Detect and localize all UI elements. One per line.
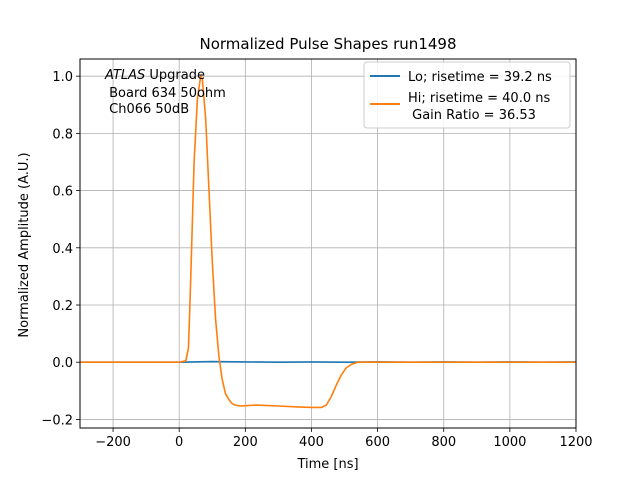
- y-tick-label: 0.4: [52, 242, 73, 257]
- y-tick-label: 0.8: [52, 127, 73, 142]
- legend-label-lo: Lo; risetime = 39.2 ns: [408, 70, 552, 85]
- annotation: ATLAS Upgrade Board 634 50ohm Ch066 50dB: [104, 68, 226, 117]
- x-tick-label: 1000: [493, 435, 526, 450]
- y-tick-label: 0.0: [52, 356, 73, 371]
- annotation-line3: Ch066 50dB: [105, 102, 189, 117]
- y-tick-label: 0.2: [52, 299, 73, 314]
- x-axis-ticks: −200 0 200 400 600 800 1000 1200: [95, 428, 593, 450]
- chart-title: Normalized Pulse Shapes run1498: [199, 35, 456, 53]
- x-tick-label: 200: [233, 435, 258, 450]
- legend-label-hi-gain: Gain Ratio = 36.53: [408, 108, 536, 123]
- legend-label-hi: Hi; risetime = 40.0 ns: [408, 91, 550, 106]
- y-tick-label: 0.6: [52, 185, 73, 200]
- legend: Lo; risetime = 39.2 ns Hi; risetime = 40…: [363, 61, 571, 129]
- y-axis-ticks: −0.2 0.0 0.2 0.4 0.6 0.8 1.0: [41, 70, 80, 428]
- y-tick-label: −0.2: [41, 413, 73, 428]
- x-tick-label: 1200: [559, 435, 592, 450]
- x-tick-label: 600: [365, 435, 390, 450]
- x-tick-label: 800: [431, 435, 456, 450]
- series-line-hi: [80, 75, 576, 409]
- x-tick-label: 400: [299, 435, 324, 450]
- x-tick-label: −200: [95, 435, 131, 450]
- x-tick-label: 0: [175, 435, 183, 450]
- plot-frame: [79, 58, 577, 429]
- y-axis-label: Normalized Amplitude (A.U.): [17, 152, 32, 337]
- x-axis-label: Time [ns]: [296, 457, 358, 472]
- annotation-atlas: ATLAS: [104, 68, 145, 83]
- y-tick-label: 1.0: [52, 70, 73, 85]
- annotation-upgrade: Upgrade: [145, 68, 205, 83]
- series-lines: [80, 75, 577, 409]
- annotation-line1: ATLAS Upgrade: [104, 68, 205, 83]
- legend-box: [363, 61, 571, 129]
- annotation-line2: Board 634 50ohm: [105, 86, 226, 101]
